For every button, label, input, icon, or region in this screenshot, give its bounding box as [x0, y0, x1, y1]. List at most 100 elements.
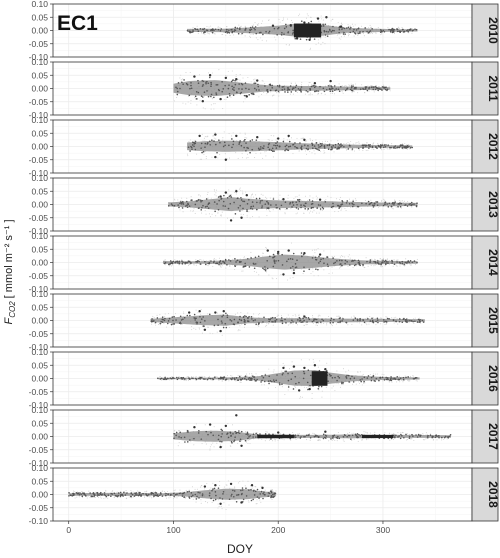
observation-point [337, 435, 339, 438]
observation-point [339, 205, 342, 208]
gapfilled-point [229, 255, 231, 257]
observation-point [231, 138, 233, 140]
observation-point [237, 32, 240, 35]
observation-point [194, 140, 197, 143]
gapfilled-point [226, 75, 228, 77]
observation-point [244, 29, 246, 31]
observation-point [210, 29, 212, 32]
gapfilled-point [260, 501, 262, 503]
gapfilled-point [182, 211, 184, 213]
observation-point [254, 319, 256, 321]
observation-point [227, 207, 230, 210]
observation-point [443, 436, 446, 439]
outlier-point [219, 97, 222, 101]
gapfilled-point [259, 499, 261, 501]
gapfilled-point [260, 193, 262, 195]
gapfilled-point [185, 489, 187, 491]
gapfilled-point [179, 489, 181, 491]
observation-point [366, 30, 368, 33]
observation-point [241, 487, 244, 489]
gapfilled-point [395, 265, 397, 267]
observation-point [324, 23, 327, 26]
observation-point [250, 205, 252, 208]
gapfilled-point [313, 275, 315, 277]
observation-point [303, 270, 305, 272]
observation-point [368, 147, 370, 149]
gapfilled-point [282, 19, 285, 21]
observation-point [286, 207, 288, 210]
observation-point [204, 142, 207, 145]
gapfilled-point [313, 433, 315, 435]
observation-point [211, 29, 214, 32]
gapfilled-point [321, 141, 324, 143]
gapfilled-point [337, 140, 339, 142]
gapfilled-point [400, 263, 402, 265]
gapfilled-point [233, 34, 235, 36]
observation-point [421, 319, 424, 322]
gapfilled-point [169, 379, 171, 381]
gapfilled-point [267, 84, 269, 86]
outlier-point [303, 252, 306, 255]
gapfilled-point [321, 209, 323, 211]
observation-point [284, 91, 286, 93]
observation-point [296, 259, 298, 261]
gapfilled-point [392, 438, 395, 441]
gapfilled-point [305, 322, 307, 324]
outlier-point [224, 424, 228, 428]
gapfilled-point [249, 36, 252, 39]
observation-point [364, 88, 367, 90]
observation-point [338, 377, 341, 379]
observation-point [224, 258, 227, 261]
gapfilled-point [258, 96, 260, 98]
observation-point [338, 90, 341, 93]
gapfilled-point [234, 313, 237, 315]
facet-strip-label: 2013 [486, 191, 500, 218]
observation-point [188, 260, 191, 263]
gapfilled-point [305, 17, 308, 19]
observation-point [338, 437, 341, 440]
gapfilled-point [200, 499, 202, 501]
observation-point [233, 439, 236, 441]
observation-point [315, 142, 318, 144]
observation-point [326, 256, 328, 258]
gapfilled-point [272, 371, 274, 373]
gapfilled-point [409, 433, 411, 436]
gapfilled-point [230, 374, 232, 377]
gapfilled-point [401, 27, 403, 29]
gapfilled-point [312, 271, 314, 273]
observation-point [208, 262, 211, 265]
gapfilled-point [204, 108, 206, 110]
gapfilled-point [247, 480, 249, 482]
observation-point [308, 199, 311, 201]
gapfilled-point [381, 317, 383, 319]
gapfilled-point [311, 83, 313, 85]
observation-point [313, 318, 315, 321]
gapfilled-point [261, 438, 263, 441]
observation-point [240, 196, 242, 199]
gapfilled-point [333, 255, 335, 257]
gapfilled-point [318, 389, 320, 391]
observation-point [213, 140, 215, 142]
observation-point [307, 21, 310, 24]
observation-point [284, 201, 287, 204]
observation-point [264, 374, 267, 376]
gapfilled-point [212, 482, 214, 484]
gapfilled-point [279, 432, 281, 435]
observation-point [381, 262, 383, 264]
y-tick-label: -0.05 [29, 97, 49, 107]
gapfilled-point [381, 373, 383, 375]
observation-point [323, 147, 326, 149]
observation-point [294, 263, 297, 265]
dense-data-block [257, 434, 294, 439]
gapfilled-point [265, 438, 267, 440]
observation-point [193, 145, 195, 148]
gapfilled-point [411, 28, 413, 30]
observation-point [373, 204, 375, 207]
observation-point [384, 201, 387, 203]
observation-point [268, 492, 271, 495]
gapfilled-point [209, 489, 211, 491]
observation-point [316, 207, 319, 209]
gapfilled-point [399, 263, 401, 265]
y-axis-title: FCO2[ mmol m⁻² s⁻¹ ] [3, 219, 17, 324]
observation-point [311, 320, 314, 323]
